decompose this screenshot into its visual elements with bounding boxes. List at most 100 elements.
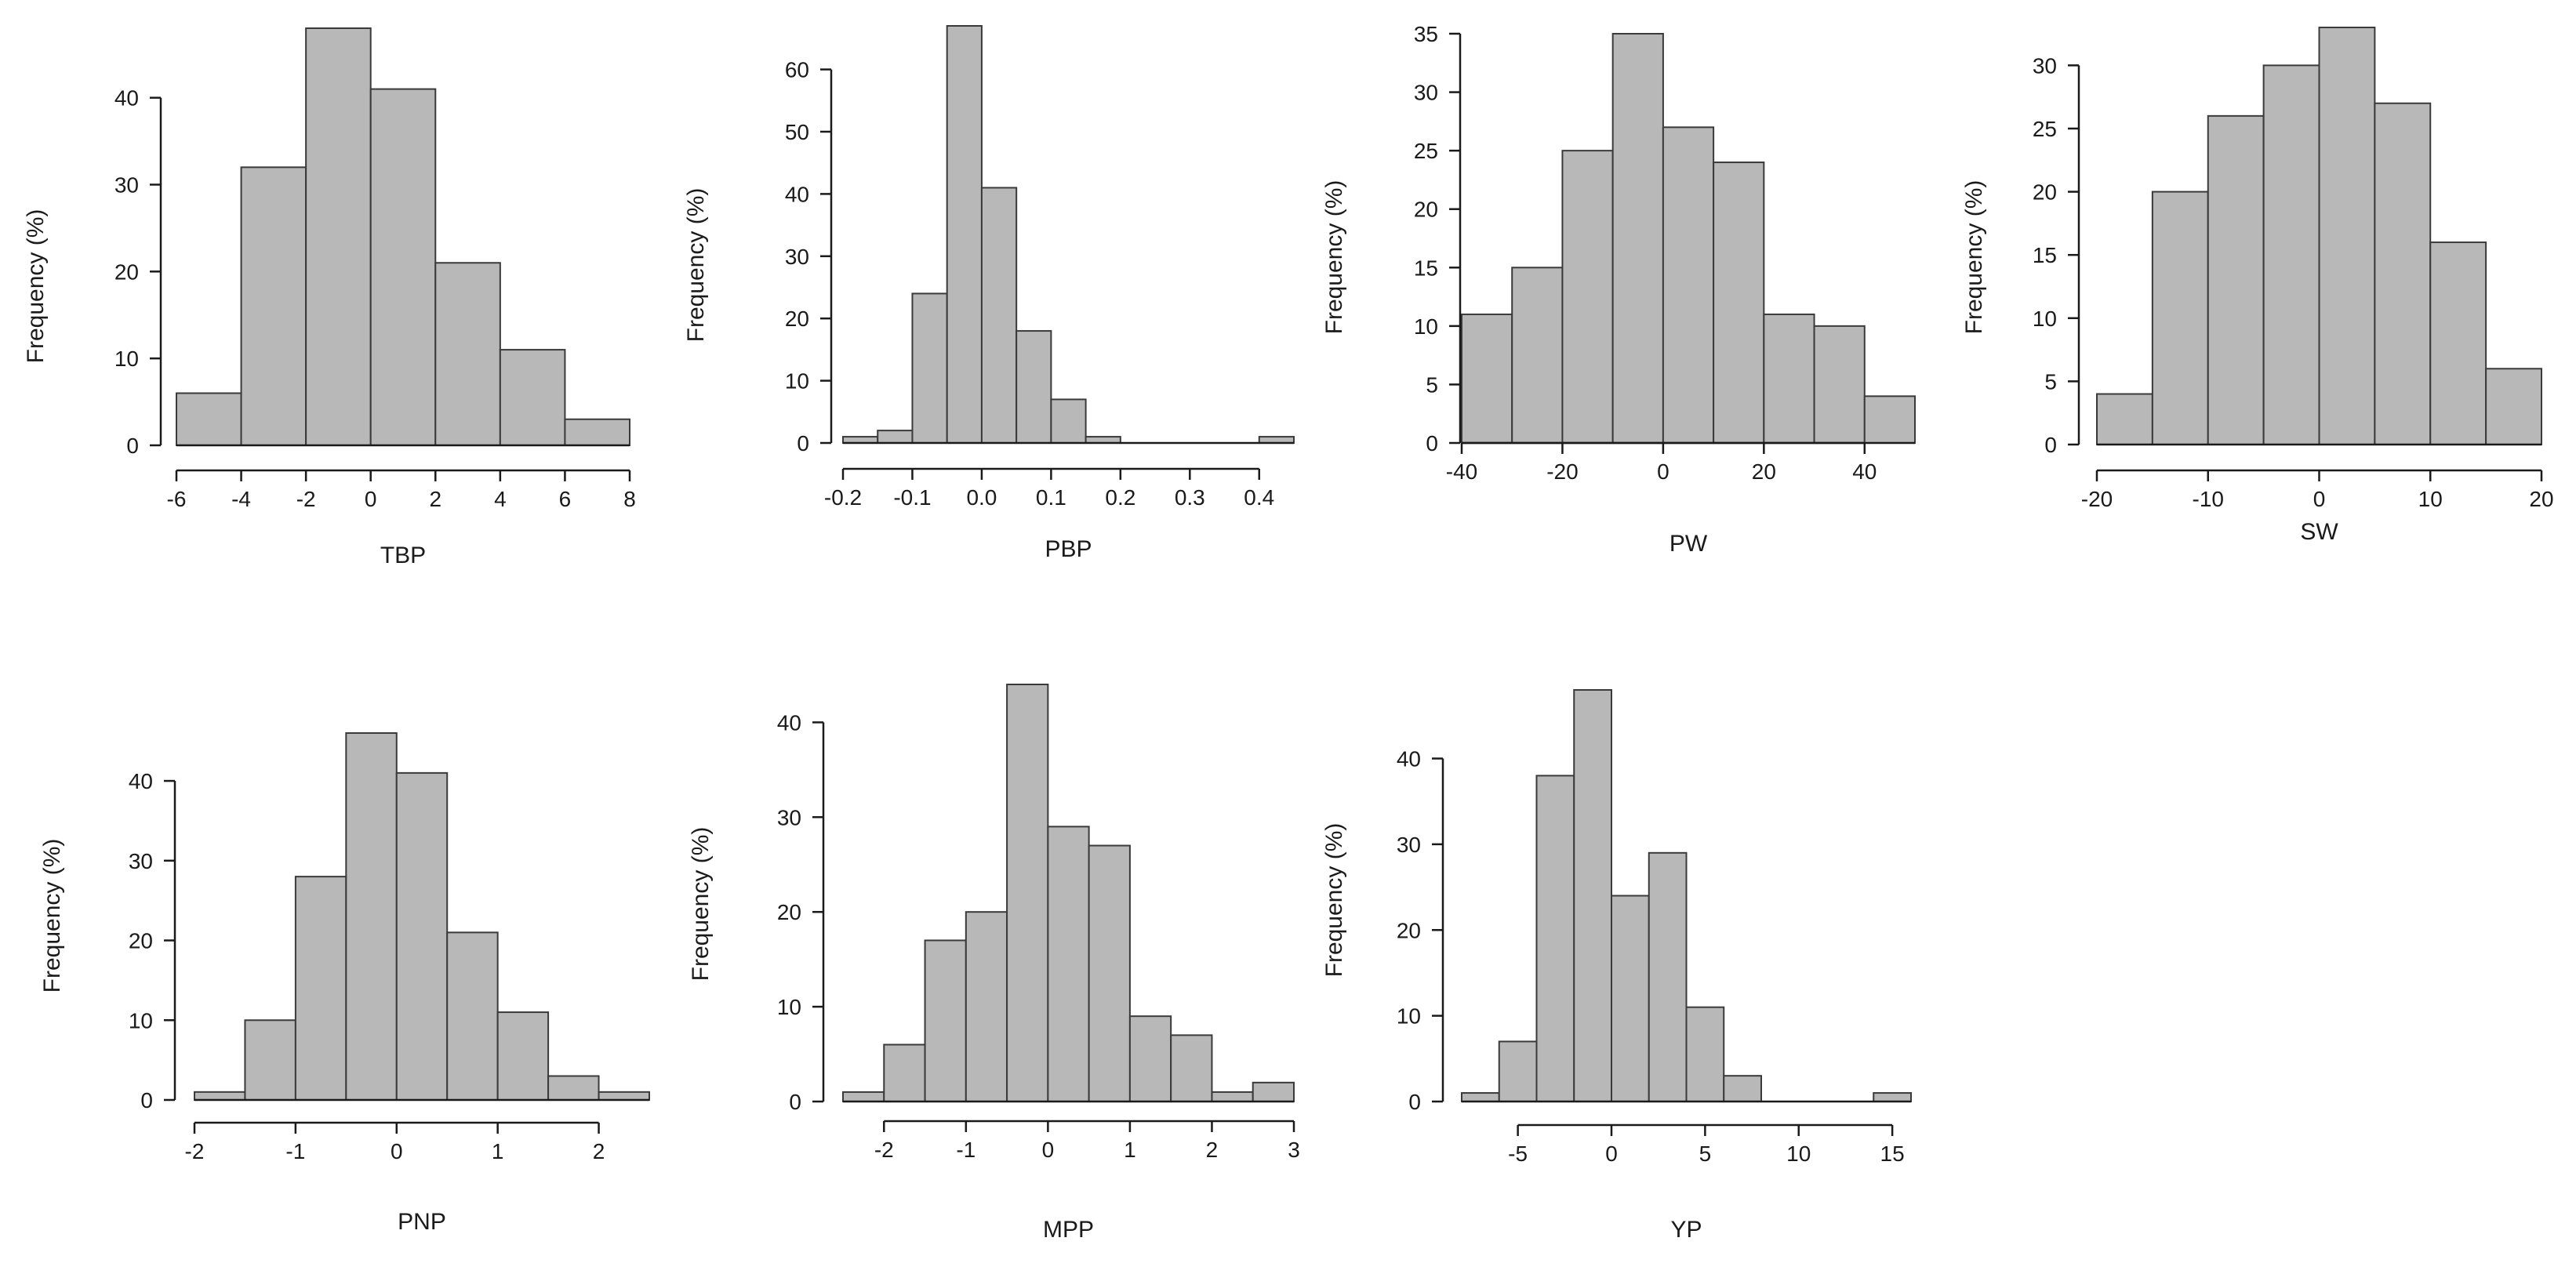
x-tick-label: -0.2 [824,485,862,510]
x-tick-label: -20 [1546,459,1578,484]
histogram-bar [883,1044,926,1103]
x-tick-label: 0.2 [1105,485,1135,510]
x-tick-label: -0.1 [893,485,931,510]
x-tick-label: 0 [1605,1142,1618,1166]
y-tick-label: 40 [129,769,153,793]
y-tick-label: 30 [785,245,809,269]
y-tick-label: 10 [785,369,809,394]
histogram-bar [1662,126,1715,444]
y-tick-label: 10 [114,347,139,371]
x-axis-title: PNP [398,1209,446,1235]
x-tick-label: -1 [956,1138,976,1162]
x-tick-label: 40 [1852,459,1877,484]
histogram-bar [547,1075,600,1102]
y-tick-label: 20 [1414,198,1438,222]
histogram-bar [395,771,449,1101]
y-tick-label: 15 [2033,243,2057,267]
x-axis-title: PW [1669,531,1708,557]
y-tick-label: 20 [114,260,139,284]
histogram-bar [842,1091,885,1102]
x-tick-label: 10 [2418,487,2443,511]
x-tick-label: 6 [559,487,572,511]
y-tick-label: 60 [785,58,809,82]
histogram-bar [1211,1091,1254,1102]
histogram-bar [1016,330,1052,444]
y-tick-label: 30 [129,849,153,873]
x-tick-label: -10 [2193,487,2224,511]
histogram-panel-mpp: 0 10 20 30 40 -2 -1 0 1 2 3 MPP Frequency (%) [688,684,1300,1243]
histogram-bar [2374,102,2432,446]
histogram-bar [1461,313,1513,445]
x-tick-label: 0.4 [1244,485,1274,510]
x-tick-label: -20 [2081,487,2113,511]
histogram-bar [1723,1075,1762,1102]
x-tick-label: -6 [167,487,187,511]
x-tick-label: 0 [391,1139,403,1163]
y-tick-label: 10 [777,995,801,1019]
x-tick-label: 4 [494,487,507,511]
y-tick-label: 30 [2033,53,2057,78]
histogram-bar [1006,684,1049,1102]
y-tick-label: 20 [785,307,809,331]
y-tick-label: 30 [1397,833,1421,857]
y-axis-title: Frequency (%) [688,827,714,982]
histogram-panel-yp: 0 10 20 30 40 -5 0 5 10 15 YP Frequency (%) [1321,689,1912,1243]
y-tick-label: 20 [129,929,153,953]
histogram-bar [877,430,914,444]
histogram-bar [1863,395,1917,445]
y-axis-title: Frequency (%) [683,188,709,343]
histogram-bar [1535,775,1575,1102]
histogram-bar [240,166,307,446]
histogram-panel-tbp: 0 10 20 30 40 -6 -4 -2 0 2 4 6 8 TBP Frequency (%) [23,27,636,568]
histogram-bar [1047,826,1090,1102]
histogram-panel-pw: 0 5 10 15 20 25 30 35 -40 -20 0 20 40 PW Frequency (%) [1321,22,1917,557]
histogram-bar [564,418,631,446]
histogram-bar [911,292,948,444]
x-tick-label: 15 [1880,1142,1905,1166]
histogram-bar [369,88,437,446]
x-tick-label: 0.3 [1175,485,1205,510]
y-tick-label: 10 [1397,1004,1421,1029]
y-axis-title: Frequency (%) [1321,180,1347,335]
histogram-bar [294,876,347,1102]
y-axis-title: Frequency (%) [39,839,65,993]
histogram-panel-sw: 0 5 10 15 20 25 30 -20 -10 0 10 20 SW Frequency (%) [1961,27,2554,545]
x-tick-label: 0 [365,487,377,511]
y-tick-label: 0 [126,434,139,458]
histogram-bar [1050,398,1087,444]
histogram-bar [1648,851,1688,1102]
y-axis-title: Frequency (%) [1961,180,1987,335]
histogram-bar [499,349,566,447]
x-tick-label: -1 [285,1139,305,1163]
x-tick-label: 2 [1206,1138,1219,1162]
histogram-bar [1713,162,1765,445]
y-tick-label: 20 [777,900,801,924]
histogram-bar [1128,1015,1172,1102]
histogram-bar [1511,267,1564,444]
histogram-panel-pbp: 0 10 20 30 40 50 60 -0.2 -0.1 0.0 0.1 0.2 0.3 0.4 PBP F… [683,25,1295,562]
histogram-bar [176,392,242,446]
histogram-bar [1573,689,1612,1102]
y-tick-label: 40 [1397,747,1421,771]
histogram-bar [1685,1006,1725,1102]
x-tick-label: 3 [1288,1138,1300,1162]
histogram-bar [1498,1040,1538,1102]
histogram-bar [946,25,983,444]
y-axis-title: Frequency (%) [1321,823,1347,978]
y-tick-label: 0 [789,1090,801,1114]
y-tick-label: 35 [1414,22,1438,46]
x-tick-label: 0 [2313,487,2326,511]
x-tick-label: 20 [1752,459,1776,484]
x-tick-label: 0.0 [966,485,997,510]
x-tick-label: -2 [874,1138,894,1162]
histogram-bar [2485,368,2542,446]
x-axis-title: SW [2300,519,2338,545]
x-tick-label: -5 [1508,1142,1528,1166]
x-tick-label: 0 [1042,1138,1055,1162]
y-tick-label: 40 [114,86,139,111]
y-tick-label: 30 [114,173,139,198]
x-tick-label: 0 [1657,459,1669,484]
histogram-bar [980,187,1018,444]
histogram-bar [305,27,372,446]
histogram-bar [1461,1092,1500,1102]
